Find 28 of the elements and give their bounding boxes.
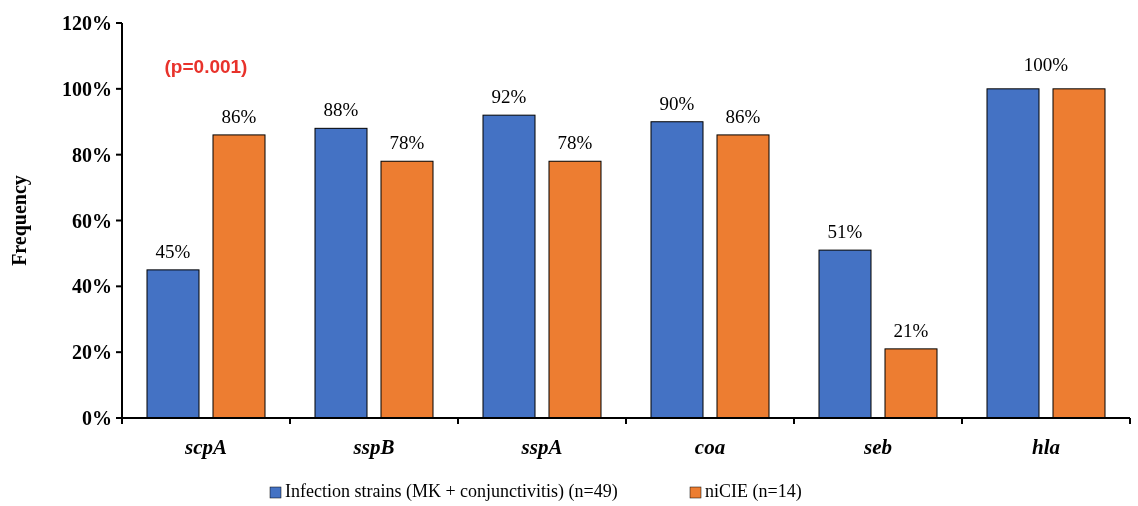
- data-label: 78%: [389, 132, 425, 154]
- x-tick-label: sspB: [352, 435, 395, 459]
- x-tick-label: seb: [863, 435, 892, 459]
- y-axis-title: Frequency: [8, 175, 31, 266]
- legend-label: Infection strains (MK + conjunctivitis) (n=49): [285, 481, 618, 502]
- x-tick-label: sspA: [520, 435, 563, 459]
- y-tick-label: 100%: [62, 77, 112, 100]
- data-label: 21%: [893, 319, 929, 341]
- y-tick-label: 0%: [82, 407, 112, 429]
- y-tick-label: 60%: [72, 209, 112, 232]
- y-tick-label: 80%: [72, 143, 112, 166]
- legend-label: niCIE (n=14): [705, 481, 802, 502]
- y-tick-label: 40%: [72, 275, 112, 298]
- data-label: 92%: [491, 86, 527, 108]
- data-label: 90%: [659, 92, 695, 114]
- data-label: 78%: [557, 132, 593, 154]
- y-tick-label: 120%: [62, 12, 112, 34]
- y-tick-label: 20%: [72, 341, 112, 364]
- data-label: 86%: [221, 105, 257, 127]
- data-label: 45%: [155, 240, 191, 262]
- data-label: 51%: [827, 221, 863, 243]
- data-label: 86%: [725, 105, 761, 127]
- x-tick-label: hla: [1031, 435, 1061, 459]
- annotation: 100%: [1023, 54, 1069, 75]
- data-label: 88%: [323, 99, 359, 121]
- annotation: (p=0.001): [164, 56, 248, 77]
- x-tick-label: coa: [694, 435, 726, 459]
- x-tick-label: scpA: [184, 435, 227, 459]
